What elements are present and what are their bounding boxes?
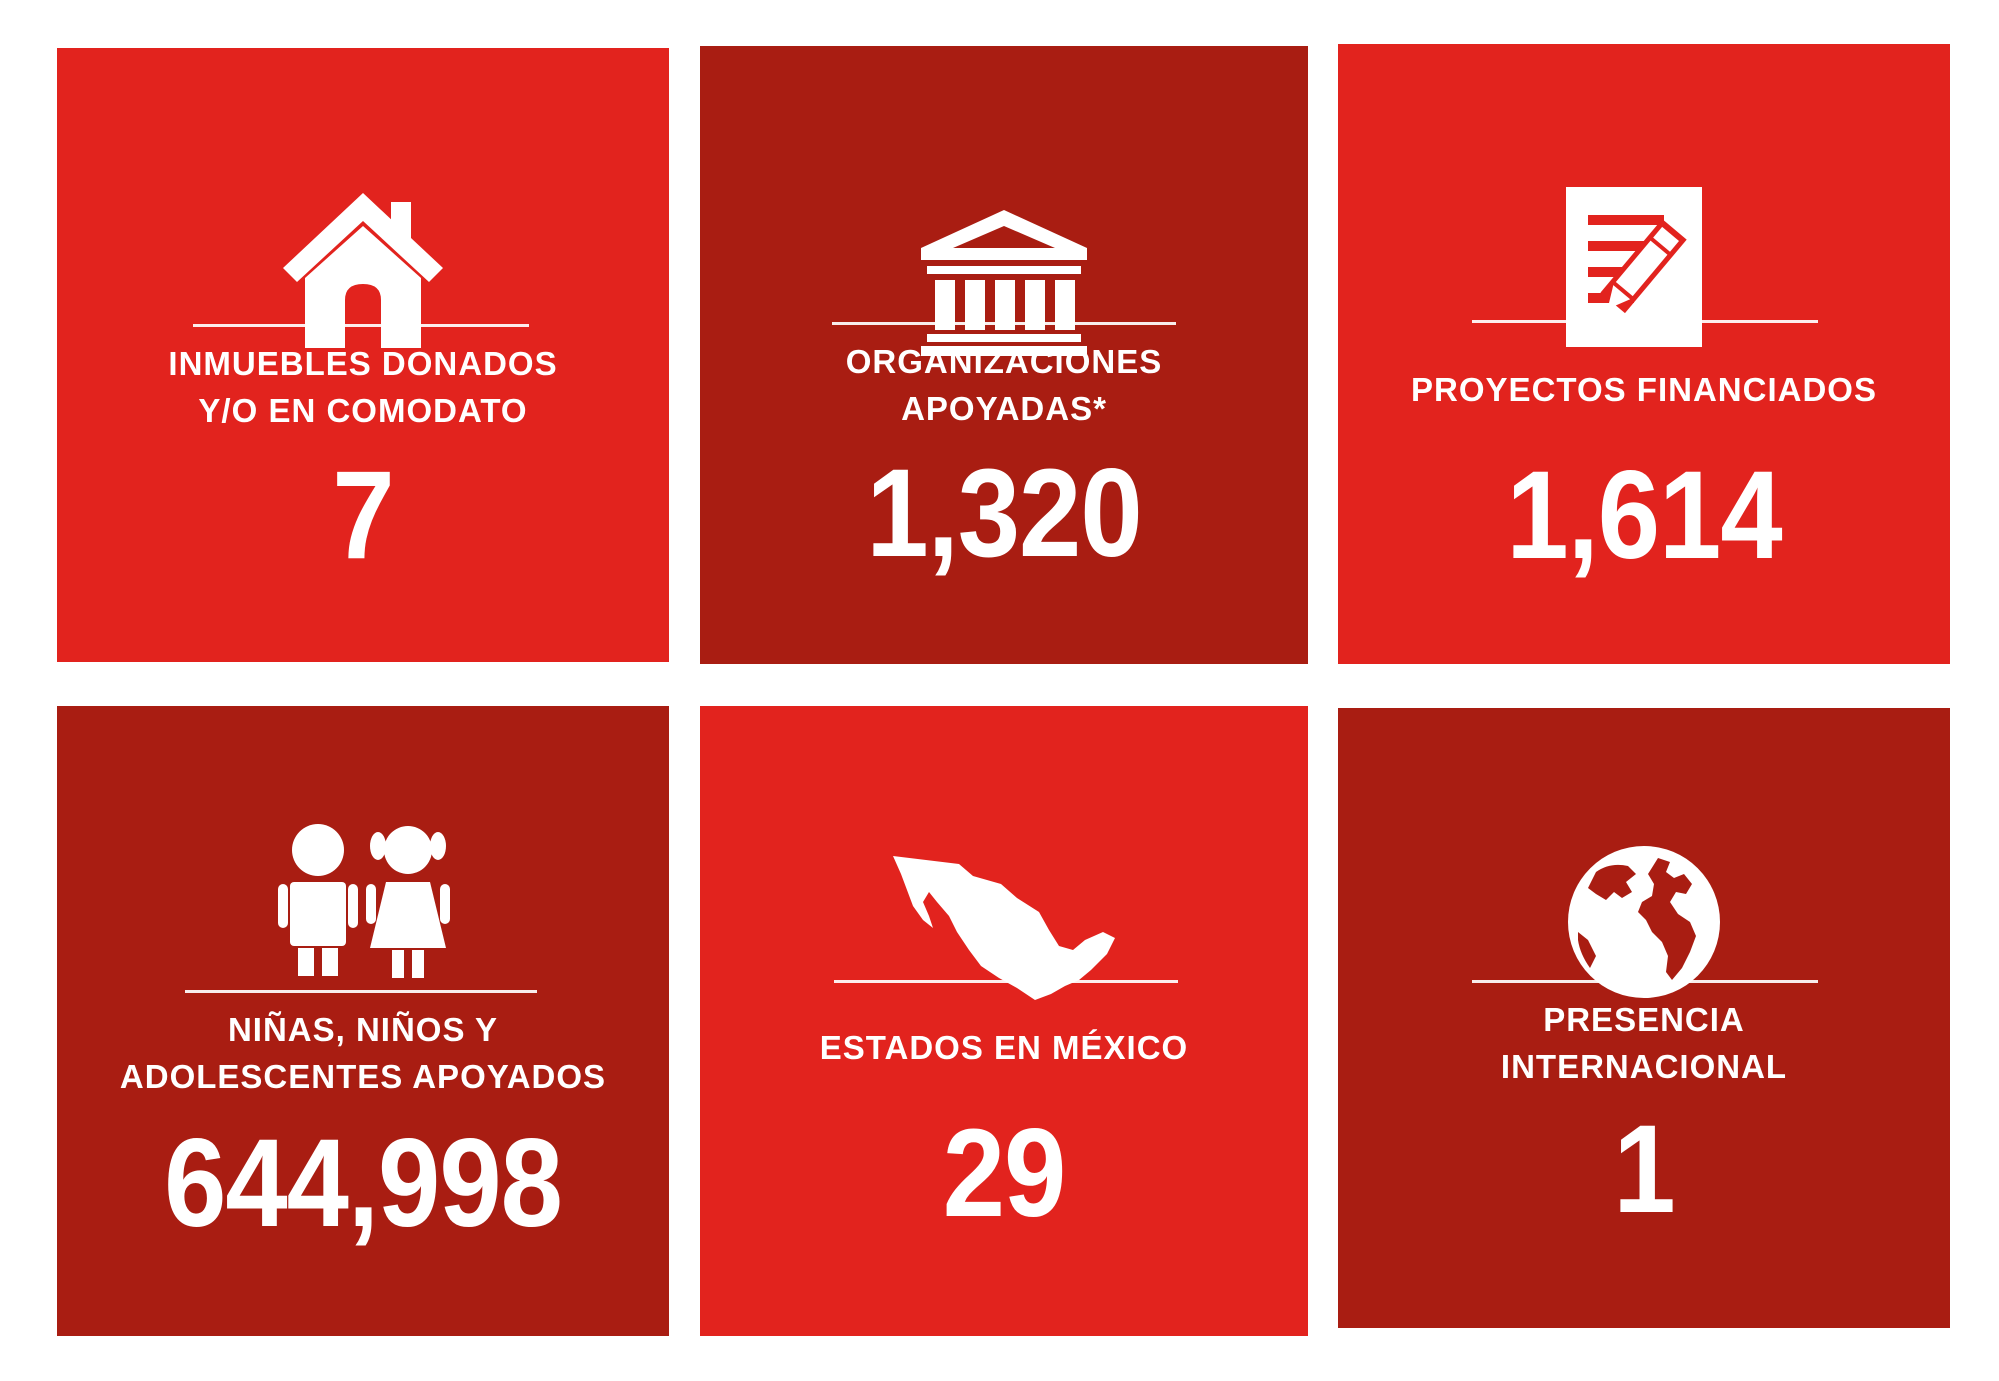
stat-label-line: ADOLESCENTES APOYADOS [119,1058,607,1095]
stat-label: ESTADOS EN MÉXICO [700,1024,1308,1071]
divider [1472,980,1818,983]
stat-tile-organizaciones: ORGANIZACIONES APOYADAS* 1,320 [700,46,1308,664]
stat-value: 1,614 [1506,444,1782,585]
stat-label-line: INTERNACIONAL [1500,1048,1788,1085]
stat-label-line: APOYADAS* [901,390,1107,427]
house-icon [57,143,669,353]
stat-label: NIÑAS, NIÑOS Y ADOLESCENTES APOYADOS [57,1006,669,1100]
stat-label-line: INMUEBLES DONADOS [168,345,558,382]
stat-label-line: ESTADOS EN MÉXICO [819,1029,1189,1066]
divider [193,324,529,327]
bank-building-icon [700,146,1308,356]
divider [832,322,1176,325]
stat-value: 1,320 [866,442,1142,583]
stat-label: INMUEBLES DONADOS Y/O EN COMODATO [57,340,669,434]
stat-tile-ninas-ninos: NIÑAS, NIÑOS Y ADOLESCENTES APOYADOS 644… [57,706,669,1336]
stat-value: 29 [942,1102,1067,1243]
stat-tile-inmuebles: INMUEBLES DONADOS Y/O EN COMODATO 7 [57,48,669,662]
stat-tile-proyectos: PROYECTOS FINANCIADOS 1,614 [1338,44,1950,664]
stat-label-line: PROYECTOS FINANCIADOS [1411,371,1877,408]
stat-value: 7 [332,444,394,585]
stat-value: 1 [1613,1098,1675,1239]
children-icon [57,810,669,990]
divider [1472,320,1818,323]
document-pencil-icon [1338,140,1950,350]
stat-label-line: Y/O EN COMODATO [198,392,528,429]
stat-tile-estados: ESTADOS EN MÉXICO 29 [700,706,1308,1336]
divider [834,980,1178,983]
stat-value: 644,998 [164,1112,563,1253]
stat-label: PRESENCIA INTERNACIONAL [1338,996,1950,1090]
mexico-map-icon [700,804,1308,1004]
stat-label-line: ORGANIZACIONES [845,343,1163,380]
divider [185,990,537,993]
stat-label-line: NIÑAS, NIÑOS Y [227,1011,499,1048]
stat-tile-presencia-internacional: PRESENCIA INTERNACIONAL 1 [1338,708,1950,1328]
globe-icon [1338,804,1950,1000]
stat-label-line: PRESENCIA [1543,1001,1745,1038]
stat-label: PROYECTOS FINANCIADOS [1338,366,1950,413]
stat-label: ORGANIZACIONES APOYADAS* [700,338,1308,432]
